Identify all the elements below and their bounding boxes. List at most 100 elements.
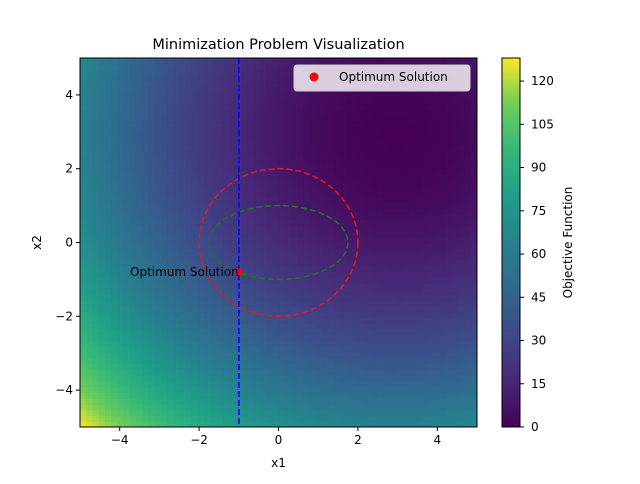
colorbar-tick-label: 120 xyxy=(531,74,554,88)
heatmap-cell xyxy=(92,213,100,221)
heatmap-cell xyxy=(278,363,286,370)
heatmap-cell xyxy=(414,380,422,388)
heatmap-cell xyxy=(359,225,366,232)
heatmap-cell xyxy=(458,92,466,99)
heatmap-cell xyxy=(359,294,366,301)
heatmap-cell xyxy=(433,415,441,422)
heatmap-cell xyxy=(315,415,323,422)
heatmap-cell xyxy=(104,150,112,157)
heatmap-cell xyxy=(383,225,391,232)
heatmap-cell xyxy=(104,323,112,330)
heatmap-cell xyxy=(204,386,211,394)
heatmap-cell xyxy=(259,300,267,307)
heatmap-cell xyxy=(179,386,187,394)
heatmap-cell xyxy=(197,173,205,180)
heatmap-cell xyxy=(191,179,199,186)
heatmap-cell xyxy=(98,144,106,151)
heatmap-cell xyxy=(266,323,273,330)
heatmap-cell xyxy=(154,357,162,365)
heatmap-cell xyxy=(284,63,292,71)
heatmap-cell xyxy=(371,357,379,365)
heatmap-cell xyxy=(297,213,304,221)
heatmap-cell xyxy=(111,92,118,99)
heatmap-cell xyxy=(80,81,87,88)
heatmap-cell xyxy=(427,403,435,411)
heatmap-cell xyxy=(315,277,323,284)
heatmap-cell xyxy=(80,196,87,203)
heatmap-cell xyxy=(228,386,236,394)
heatmap-cell xyxy=(365,288,373,295)
heatmap-cell xyxy=(414,230,422,238)
heatmap-cell xyxy=(92,271,100,278)
heatmap-cell xyxy=(421,328,428,336)
heatmap-cell xyxy=(402,207,410,215)
heatmap-cell xyxy=(210,311,218,319)
heatmap-cell xyxy=(309,277,317,284)
heatmap-cell xyxy=(173,207,180,215)
heatmap-cell xyxy=(309,375,317,382)
heatmap-cell xyxy=(383,207,391,215)
heatmap-cell xyxy=(123,259,131,267)
heatmap-cell xyxy=(154,161,162,169)
heatmap-cell xyxy=(129,288,137,295)
heatmap-cell xyxy=(247,138,255,146)
heatmap-cell xyxy=(235,115,242,123)
heatmap-cell xyxy=(154,75,162,82)
heatmap-cell xyxy=(359,398,366,405)
heatmap-cell xyxy=(166,357,174,365)
heatmap-cell xyxy=(452,161,459,169)
heatmap-cell xyxy=(352,242,360,249)
heatmap-cell xyxy=(396,305,404,313)
heatmap-cell xyxy=(123,398,131,405)
heatmap-cell xyxy=(86,230,93,238)
heatmap-cell xyxy=(123,184,131,192)
heatmap-cell xyxy=(365,340,373,347)
heatmap-cell xyxy=(433,352,441,359)
heatmap-cell xyxy=(377,109,385,117)
heatmap-cell xyxy=(309,202,317,209)
heatmap-cell xyxy=(135,236,143,244)
heatmap-cell xyxy=(204,282,211,290)
heatmap-cell xyxy=(346,167,354,174)
heatmap-cell xyxy=(191,294,199,301)
heatmap-cell xyxy=(309,317,317,324)
heatmap-cell xyxy=(210,288,218,295)
heatmap-cell xyxy=(371,236,379,244)
heatmap-cell xyxy=(259,328,267,336)
heatmap-cell xyxy=(191,346,199,353)
heatmap-cell xyxy=(142,254,149,261)
heatmap-cell xyxy=(445,138,453,146)
heatmap-cell xyxy=(303,144,311,151)
heatmap-cell xyxy=(359,132,366,140)
heatmap-cell xyxy=(458,340,466,347)
heatmap-cell xyxy=(204,380,211,388)
heatmap-cell xyxy=(414,115,422,123)
heatmap-cell xyxy=(346,92,354,99)
heatmap-cell xyxy=(371,127,379,134)
heatmap-cell xyxy=(315,213,323,221)
heatmap-cell xyxy=(111,202,118,209)
heatmap-cell xyxy=(253,242,261,249)
heatmap-cell xyxy=(390,352,397,359)
heatmap-cell xyxy=(421,98,428,105)
heatmap-cell xyxy=(383,277,391,284)
heatmap-cell xyxy=(222,213,230,221)
x-tick-label: 0 xyxy=(275,433,283,447)
heatmap-cell xyxy=(191,184,199,192)
heatmap-cell xyxy=(228,132,236,140)
heatmap-cell xyxy=(197,403,205,411)
heatmap-cell xyxy=(290,398,298,405)
heatmap-cell xyxy=(272,115,280,123)
heatmap-cell xyxy=(135,282,143,290)
heatmap-cell xyxy=(80,305,87,313)
heatmap-cell xyxy=(129,58,137,65)
heatmap-cell xyxy=(433,282,441,290)
heatmap-cell xyxy=(390,323,397,330)
heatmap-cell xyxy=(228,92,236,99)
heatmap-cell xyxy=(309,196,317,203)
heatmap-cell xyxy=(340,300,348,307)
heatmap-cell xyxy=(303,305,311,313)
heatmap-cell xyxy=(204,334,211,342)
heatmap-cell xyxy=(303,115,311,123)
heatmap-cell xyxy=(98,132,106,140)
